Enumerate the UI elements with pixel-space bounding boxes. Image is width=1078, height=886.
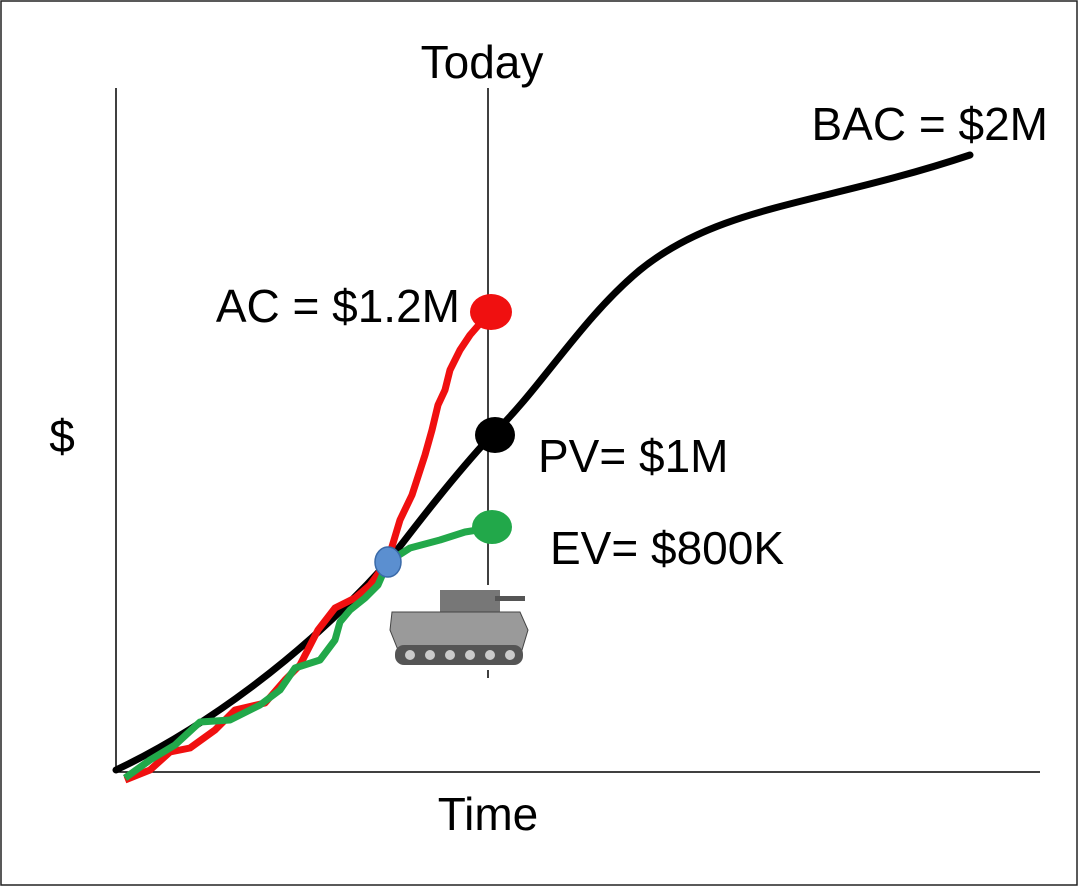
ac-label: AC = $1.2M	[216, 280, 460, 332]
ev-point	[472, 510, 512, 544]
ev-label: EV= $800K	[550, 522, 784, 574]
ac-point	[470, 294, 512, 330]
diagram: Today BAC = $2M AC = $1.2M PV= $1M EV= $…	[0, 0, 1078, 886]
pv-point	[475, 417, 515, 453]
divergence-point	[375, 547, 401, 577]
y-axis-label: $	[49, 410, 75, 462]
x-axis-label: Time	[438, 788, 539, 840]
today-label: Today	[421, 36, 544, 88]
pv-label: PV= $1M	[538, 430, 729, 482]
tank-icon	[388, 585, 528, 670]
page: {"diagram": { "top_label": "Today", "y_l…	[0, 0, 1078, 886]
bac-label: BAC = $2M	[812, 98, 1049, 150]
